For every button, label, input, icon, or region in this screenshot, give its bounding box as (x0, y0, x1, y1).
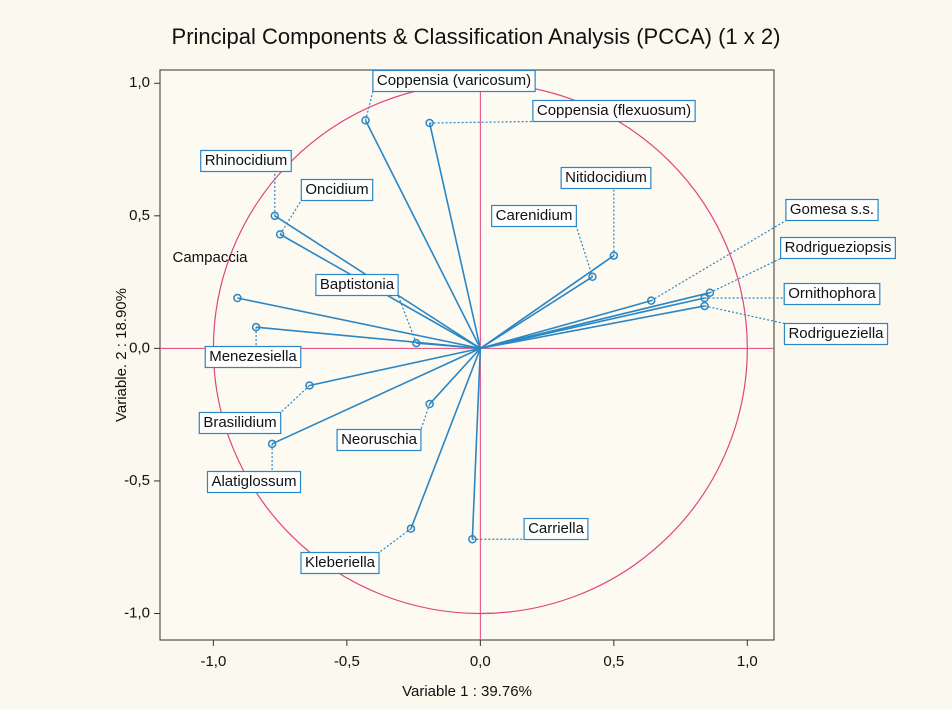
point-label: Neoruschia (341, 431, 418, 448)
loading-vector (309, 347, 481, 387)
loading-vector (480, 297, 705, 350)
loading-point (700, 301, 709, 311)
loading-vector (410, 348, 482, 529)
loading-vector (428, 122, 482, 349)
x-tick-label: 0,5 (603, 653, 624, 670)
point-label: Kleberiella (305, 554, 376, 571)
loading-vector (471, 348, 482, 540)
label-box (315, 273, 399, 297)
point-label: Carriella (528, 520, 585, 537)
label-leader (575, 226, 594, 277)
loading-vector (479, 254, 615, 350)
label-box (204, 345, 302, 369)
y-tick-label: -0,5 (124, 472, 150, 489)
label-box (198, 411, 282, 435)
point-label: Rhinocidium (205, 152, 288, 169)
x-tick-label: -0,5 (334, 653, 360, 670)
loading-point (425, 118, 434, 128)
loading-vector (256, 326, 481, 350)
y-axis-label: Variable. 2 : 18.90% (113, 288, 130, 422)
label-box (783, 322, 889, 346)
point-label: Gomesa s.s. (790, 201, 874, 218)
point-label: Campaccia (172, 249, 248, 266)
loading-point (251, 322, 261, 332)
label-leader (364, 91, 374, 121)
loading-point (270, 211, 280, 221)
label-leader (704, 305, 785, 325)
loading-point (705, 288, 715, 297)
label-box (300, 178, 374, 202)
label-box (532, 99, 696, 123)
loading-vector (271, 347, 481, 445)
x-tick-label: -1,0 (200, 653, 226, 670)
point-label: Ornithophora (788, 285, 876, 302)
loading-point (425, 399, 434, 409)
loading-point (275, 230, 285, 239)
loading-point (700, 293, 709, 303)
point-label: Rodrigueziella (788, 325, 884, 342)
label-box (200, 149, 292, 173)
label-leader (420, 403, 431, 430)
label-leader (397, 295, 417, 344)
point-label: Rodrigueziopsis (785, 239, 892, 256)
y-tick-label: 0,5 (129, 207, 150, 224)
loading-point (406, 524, 416, 533)
label-leader (378, 528, 412, 553)
label-leader (279, 200, 302, 235)
label-box (491, 204, 577, 228)
point-label: Alatiglossum (211, 473, 296, 490)
label-box (372, 69, 536, 93)
label-leader (429, 120, 533, 124)
loading-point (267, 439, 277, 449)
chart-title: Principal Components & Classification An… (172, 24, 781, 49)
label-box (783, 282, 881, 306)
label-box (336, 428, 422, 452)
loading-point (588, 272, 597, 282)
x-axis-label: Variable 1 : 39.76% (402, 683, 532, 700)
y-tick-label: -1,0 (124, 604, 150, 621)
label-box (206, 470, 302, 494)
loading-point (233, 293, 242, 303)
loading-point (361, 116, 370, 125)
point-label: Coppensia (flexuosum) (537, 102, 691, 119)
loading-vector (480, 305, 705, 350)
loading-vector (364, 120, 482, 349)
point-label: Brasilidium (203, 414, 276, 431)
label-leader (709, 257, 781, 294)
loading-point (468, 535, 477, 544)
loading-vector (237, 297, 481, 350)
point-label: Menezesiella (209, 348, 297, 365)
y-tick-label: 1,0 (129, 74, 150, 91)
y-tick-label: 0,0 (129, 339, 150, 356)
label-box (300, 551, 380, 575)
loading-vector (480, 299, 652, 350)
x-tick-label: 0,0 (470, 653, 491, 670)
label-box (560, 166, 652, 190)
point-label: Baptistonia (320, 276, 395, 293)
x-tick-label: 1,0 (737, 653, 758, 670)
label-box (785, 198, 879, 222)
label-box (523, 517, 589, 541)
loading-vector (479, 276, 593, 350)
point-label: Coppensia (varicosum) (377, 72, 531, 89)
loading-point (305, 381, 314, 390)
loading-vector (429, 347, 481, 405)
point-label: Oncidium (305, 181, 368, 198)
point-label: Nitidocidium (565, 169, 647, 186)
label-leader (280, 385, 310, 413)
loading-point (646, 296, 656, 305)
point-label: Carenidium (496, 207, 573, 224)
label-box (780, 236, 896, 260)
loading-point (609, 251, 619, 260)
